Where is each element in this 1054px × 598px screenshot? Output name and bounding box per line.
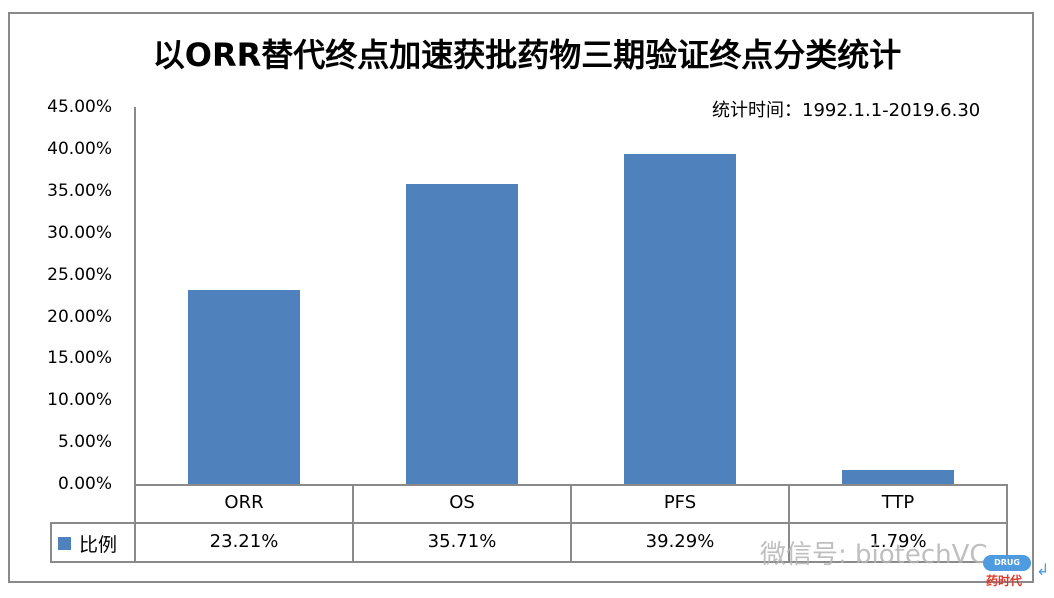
data-value-ttp: 1.79% [869, 531, 927, 552]
x-category-orr: ORR [224, 492, 264, 513]
data-value-pfs: 39.29% [645, 531, 715, 552]
table-left-border [50, 522, 52, 563]
bar-ttp [842, 470, 954, 484]
bar-os [406, 184, 518, 484]
legend-swatch [58, 537, 71, 550]
chart-frame [8, 12, 1034, 583]
y-tick: 15.00% [47, 348, 112, 368]
y-axis [134, 107, 136, 484]
table-col-divider [134, 484, 136, 563]
bar-orr [188, 290, 300, 484]
y-tick: 35.00% [47, 181, 112, 201]
drugtimes-logo: DRUG TIMES [983, 555, 1031, 583]
table-row-divider [50, 522, 1008, 524]
table-col-divider [788, 484, 790, 563]
table-bottom-border [50, 561, 1008, 563]
y-tick: 20.00% [47, 307, 112, 327]
wechat-watermark: 微信号: biotechVC [760, 540, 988, 570]
x-category-pfs: PFS [663, 492, 697, 513]
y-tick: 45.00% [47, 97, 112, 117]
y-tick: 40.00% [47, 139, 112, 159]
table-col-divider [570, 484, 572, 563]
chart-subtitle: 统计时间：1992.1.1-2019.6.30 [712, 100, 981, 121]
data-value-os: 35.71% [427, 531, 497, 552]
x-category-ttp: TTP [881, 492, 915, 513]
y-tick: 30.00% [47, 223, 112, 243]
chart-title: 以ORR替代终点加速获批药物三期验证终点分类统计 [152, 36, 902, 74]
table-right-border [1006, 484, 1008, 563]
y-tick: 25.00% [47, 265, 112, 285]
drugtimes-cn-label: 药时代 [986, 574, 1023, 588]
x-category-os: OS [449, 492, 475, 513]
return-arrow-icon: ↲ [1036, 560, 1050, 579]
bar-pfs [624, 154, 736, 484]
legend-entry: 比例 [58, 530, 117, 557]
legend-label: 比例 [79, 534, 118, 556]
y-tick: 10.00% [47, 390, 112, 410]
y-tick: 0.00% [57, 474, 112, 494]
data-value-orr: 23.21% [209, 531, 279, 552]
y-tick: 5.00% [57, 432, 112, 452]
table-col-divider [352, 484, 354, 563]
